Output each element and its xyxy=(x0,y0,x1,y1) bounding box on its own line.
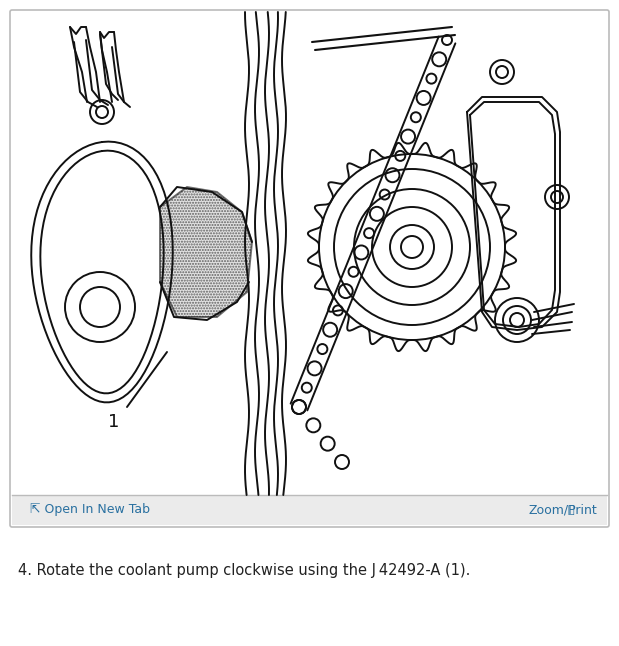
Text: Zoom/Print: Zoom/Print xyxy=(528,503,597,517)
Text: 1: 1 xyxy=(108,413,119,431)
Polygon shape xyxy=(160,187,252,317)
Text: ⇱ Open In New Tab: ⇱ Open In New Tab xyxy=(30,503,150,517)
Text: 4. Rotate the coolant pump clockwise using the J 42492-A (1).: 4. Rotate the coolant pump clockwise usi… xyxy=(18,563,470,578)
FancyBboxPatch shape xyxy=(10,10,609,527)
Text: 🔍: 🔍 xyxy=(568,505,574,515)
Bar xyxy=(12,495,607,525)
